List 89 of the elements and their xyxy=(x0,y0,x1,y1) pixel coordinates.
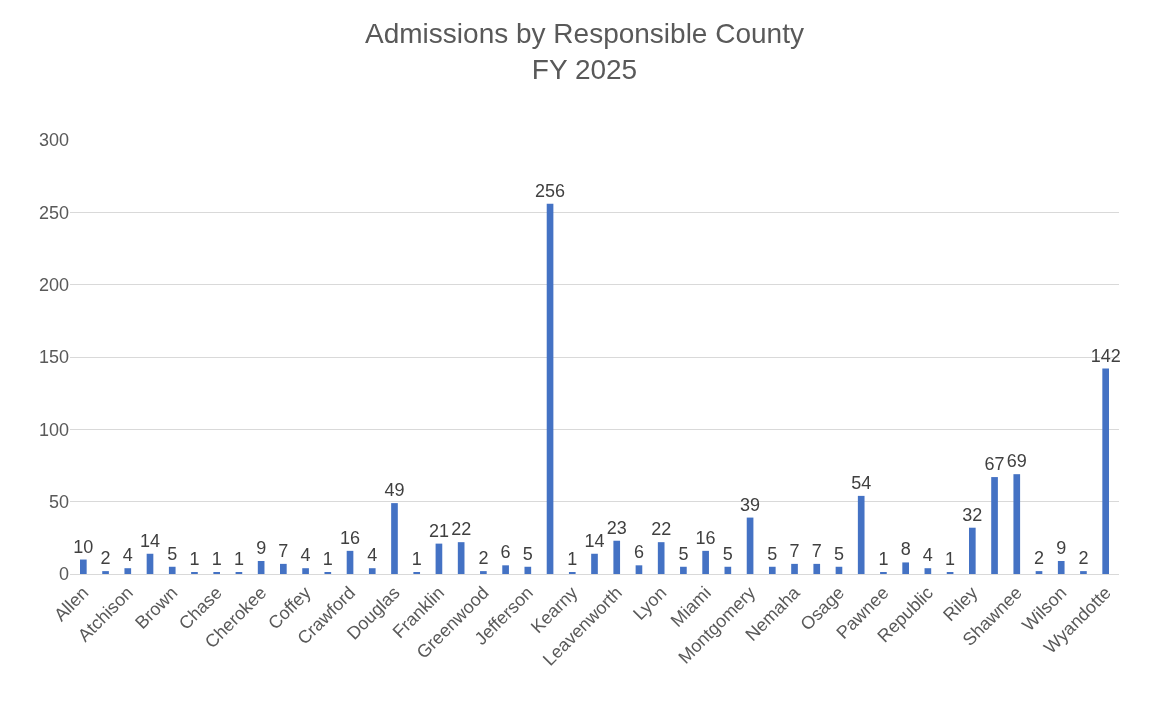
bar xyxy=(302,568,309,574)
y-tick-label: 150 xyxy=(38,347,69,368)
data-label: 7 xyxy=(811,540,822,561)
bar xyxy=(257,560,265,574)
data-label: 4 xyxy=(922,545,933,566)
y-tick-label: 300 xyxy=(38,130,69,151)
data-label: 7 xyxy=(789,540,800,561)
bar xyxy=(813,563,821,574)
data-label: 1 xyxy=(189,549,200,569)
bar xyxy=(1080,571,1087,574)
data-label: 5 xyxy=(833,543,844,564)
data-label: 67 xyxy=(984,454,1005,475)
bar xyxy=(1013,474,1021,574)
data-label: 5 xyxy=(722,543,733,564)
data-label: 1 xyxy=(945,549,956,569)
bar xyxy=(480,571,487,574)
data-label: 6 xyxy=(500,542,511,563)
data-label: 4 xyxy=(122,545,133,566)
bar xyxy=(168,566,176,574)
data-label: 4 xyxy=(300,545,311,566)
data-label: 5 xyxy=(167,543,178,564)
data-label: 1 xyxy=(878,549,889,569)
bar xyxy=(524,566,532,574)
bar xyxy=(346,550,354,574)
data-label: 1 xyxy=(233,549,244,569)
bar xyxy=(768,566,776,574)
data-label: 22 xyxy=(651,519,672,540)
chart-title: Admissions by Responsible County FY 2025 xyxy=(365,17,804,86)
data-label: 9 xyxy=(1056,537,1067,558)
bar xyxy=(1057,560,1065,574)
data-label: 1 xyxy=(322,549,333,569)
bar xyxy=(702,550,709,574)
data-label: 49 xyxy=(384,480,405,501)
bar xyxy=(546,203,554,574)
data-label: 7 xyxy=(278,540,289,561)
data-label: 2 xyxy=(1033,548,1044,569)
y-tick-label: 250 xyxy=(38,202,69,223)
bar xyxy=(857,495,865,574)
bar xyxy=(80,559,87,574)
data-label: 6 xyxy=(633,542,644,563)
bar xyxy=(902,562,909,574)
data-label: 8 xyxy=(900,539,911,560)
data-label: 5 xyxy=(767,543,778,564)
data-label: 14 xyxy=(139,530,161,551)
bar xyxy=(1102,368,1109,574)
bar xyxy=(968,527,976,574)
data-label: 16 xyxy=(695,527,716,548)
data-label: 5 xyxy=(522,543,533,564)
data-label: 23 xyxy=(606,517,627,538)
bar xyxy=(1035,571,1043,574)
bar xyxy=(680,566,687,574)
bar xyxy=(280,563,287,574)
data-label: 16 xyxy=(340,527,361,548)
y-tick-label: 100 xyxy=(38,419,69,440)
data-label: 4 xyxy=(367,545,378,566)
bar xyxy=(635,565,643,574)
bar xyxy=(613,540,621,574)
bar xyxy=(391,503,398,574)
data-label: 39 xyxy=(740,494,761,515)
bar xyxy=(791,563,798,574)
bar xyxy=(924,568,932,574)
data-label: 5 xyxy=(678,543,689,564)
data-label: 1 xyxy=(211,549,222,569)
bar xyxy=(502,565,509,574)
y-tick-label: 0 xyxy=(58,564,69,585)
data-label: 142 xyxy=(1090,345,1121,366)
data-label: 69 xyxy=(1006,451,1027,472)
data-label: 9 xyxy=(256,537,267,558)
data-label: 1 xyxy=(567,549,578,569)
bar xyxy=(457,542,465,574)
bar xyxy=(124,568,132,574)
data-label: 32 xyxy=(962,504,983,525)
bar xyxy=(591,553,598,574)
data-label: 21 xyxy=(428,520,449,541)
bar xyxy=(368,568,376,574)
bar xyxy=(102,571,109,574)
data-label: 10 xyxy=(73,536,94,557)
data-label: 14 xyxy=(584,530,605,551)
data-label: 2 xyxy=(478,548,489,569)
y-tick-label: 50 xyxy=(48,491,69,512)
data-label: 54 xyxy=(851,472,872,493)
bar xyxy=(657,542,665,574)
bar xyxy=(991,477,998,574)
y-tick-label: 200 xyxy=(38,274,69,295)
data-label: 256 xyxy=(535,180,566,201)
data-label: 2 xyxy=(100,548,111,569)
data-label: 22 xyxy=(451,519,472,540)
data-label: 1 xyxy=(411,549,422,569)
data-label: 2 xyxy=(1078,548,1089,569)
